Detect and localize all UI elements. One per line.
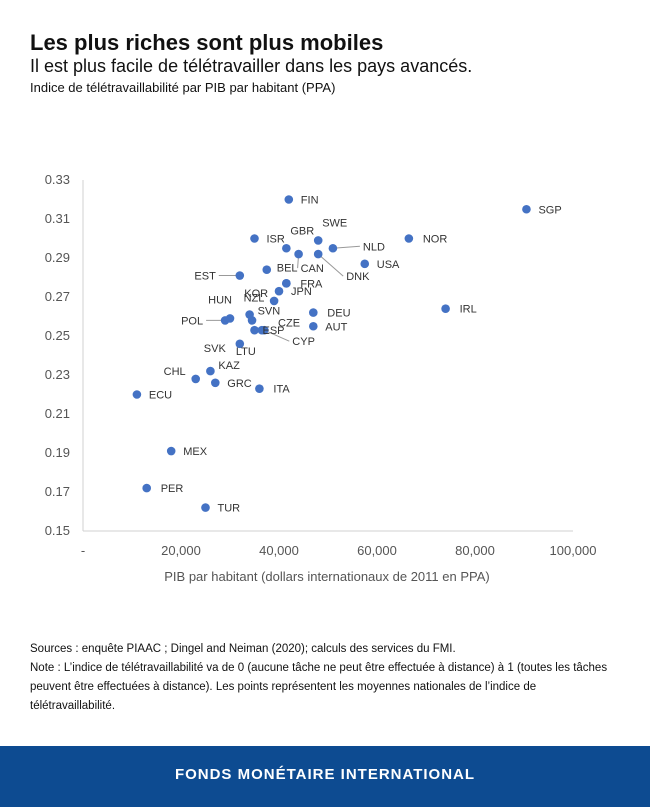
data-point-can <box>294 249 303 259</box>
data-label-dnk: DNK <box>346 271 370 283</box>
data-point-deu <box>309 308 318 317</box>
data-label-jpn: JPN <box>291 286 312 298</box>
data-label-est: EST <box>194 271 216 283</box>
data-label-sgp: SGP <box>538 204 561 216</box>
data-point-ita <box>255 384 264 393</box>
data-point-ltu <box>257 325 267 335</box>
data-label-chl: CHL <box>164 366 186 378</box>
data-point-grc <box>211 378 220 388</box>
data-points <box>132 195 531 512</box>
chart-subtitle: Il est plus facile de télétravailler dan… <box>30 56 473 76</box>
data-point-mex <box>166 446 176 456</box>
data-label-bel: BEL <box>277 263 298 275</box>
chart-description: Indice de télétravaillabilité par PIB pa… <box>30 80 336 95</box>
x-axis: - 20,000 40,000 60,000 80,000 100,000 <box>81 530 597 558</box>
note-text: Note : L’indice de télétravaillabilité v… <box>30 662 608 712</box>
data-label-kor: KOR <box>244 288 268 300</box>
y-tick-label: 0.27 <box>45 289 70 304</box>
data-label-hun: HUN <box>208 294 232 306</box>
x-tick-label: 60,000 <box>357 543 397 558</box>
data-label-swe: SWE <box>322 217 347 229</box>
data-label-cyp: CYP <box>292 336 315 348</box>
x-axis-label: PIB par habitant (dollars internationaux… <box>164 569 489 584</box>
data-label-gbr: GBR <box>290 225 314 237</box>
data-label-cze: CZE <box>278 317 300 329</box>
x-tick-label: - <box>81 543 85 558</box>
data-point-pol <box>220 316 230 325</box>
data-point-svk <box>235 339 245 349</box>
data-label-can: CAN <box>301 263 324 275</box>
data-point-ecu <box>132 390 142 399</box>
data-label-nor: NOR <box>423 234 448 246</box>
data-point-cze <box>247 316 257 325</box>
data-point-bel <box>262 265 272 274</box>
data-point-usa <box>360 259 370 269</box>
imf-footer-banner: FONDS MONÉTAIRE INTERNATIONAL <box>0 746 650 807</box>
data-label-deu: DEU <box>327 308 350 320</box>
data-point-per <box>142 483 151 493</box>
data-point-aut <box>309 321 318 331</box>
x-tick-label: 80,000 <box>455 543 495 558</box>
data-label-ita: ITA <box>273 384 290 396</box>
data-label-usa: USA <box>377 259 400 271</box>
data-label-ecu: ECU <box>149 390 172 402</box>
data-label-esp: ESP <box>263 325 285 337</box>
scatter-chart: 0.15 0.17 0.19 0.21 0.23 0.25 0.27 0.29 0.31 0.33… <box>45 172 597 584</box>
y-tick-label: 0.29 <box>45 250 70 265</box>
data-point-nld <box>328 243 338 253</box>
data-label-fin: FIN <box>301 195 319 207</box>
data-point-isr <box>250 234 259 243</box>
data-label-isr: ISR <box>267 234 285 246</box>
data-label-ltu: LTU <box>236 346 256 358</box>
data-label-grc: GRC <box>227 378 252 390</box>
data-point-tur <box>201 503 210 512</box>
data-point-sgp <box>522 204 531 214</box>
data-point-kor <box>269 296 279 306</box>
data-label-nld: NLD <box>363 241 385 253</box>
data-label-irl: IRL <box>460 304 477 316</box>
leader-line-cyp <box>264 329 290 342</box>
y-tick-label: 0.31 <box>45 211 70 226</box>
y-tick-label: 0.33 <box>45 172 70 187</box>
data-label-fra: FRA <box>300 278 323 290</box>
leader-line-nld <box>332 245 360 249</box>
x-tick-label: 40,000 <box>259 543 299 558</box>
data-label-svn: SVN <box>258 306 281 318</box>
y-axis: 0.15 0.17 0.19 0.21 0.23 0.25 0.27 0.29 0.31 0.33 <box>45 172 84 538</box>
chart-title: Les plus riches sont plus mobiles <box>30 30 384 55</box>
data-point-kaz <box>206 366 215 376</box>
y-tick-label: 0.19 <box>45 445 70 460</box>
data-labels: FIN SGP ISR GBR SWE NOR NLD CAN DNK USA BEL EST NZL F… <box>149 195 562 515</box>
y-tick-label: 0.25 <box>45 328 70 343</box>
data-point-est <box>235 271 245 280</box>
data-label-pol: POL <box>181 315 203 327</box>
y-tick-label: 0.21 <box>45 406 70 421</box>
organization-name: FONDS MONÉTAIRE INTERNATIONAL <box>174 766 476 783</box>
data-label-svk: SVK <box>204 343 227 355</box>
data-point-nor <box>404 234 414 243</box>
data-label-tur: TUR <box>218 503 241 515</box>
x-tick-label: 20,000 <box>161 543 201 558</box>
data-label-nzl: NZL <box>244 292 265 304</box>
data-label-kaz: KAZ <box>218 360 240 372</box>
data-point-swe <box>313 236 323 245</box>
y-tick-label: 0.15 <box>45 523 70 538</box>
x-tick-label: 100,000 <box>550 543 597 558</box>
data-label-mex: MEX <box>183 446 208 458</box>
data-label-aut: AUT <box>325 321 347 333</box>
data-point-jpn <box>274 286 284 296</box>
data-point-gbr <box>282 243 291 253</box>
y-tick-label: 0.23 <box>45 367 70 382</box>
data-point-fra <box>282 279 291 288</box>
y-tick-label: 0.17 <box>45 484 70 499</box>
sources-text: Sources : enquête PIAAC ; Dingel and Nei… <box>30 643 456 655</box>
data-point-fin <box>284 195 294 204</box>
data-point-esp <box>250 325 259 335</box>
data-point-chl <box>191 374 200 384</box>
data-point-dnk <box>313 249 323 259</box>
data-label-per: PER <box>161 483 184 495</box>
leader-line-dnk <box>317 253 344 277</box>
data-point-irl <box>441 304 450 313</box>
